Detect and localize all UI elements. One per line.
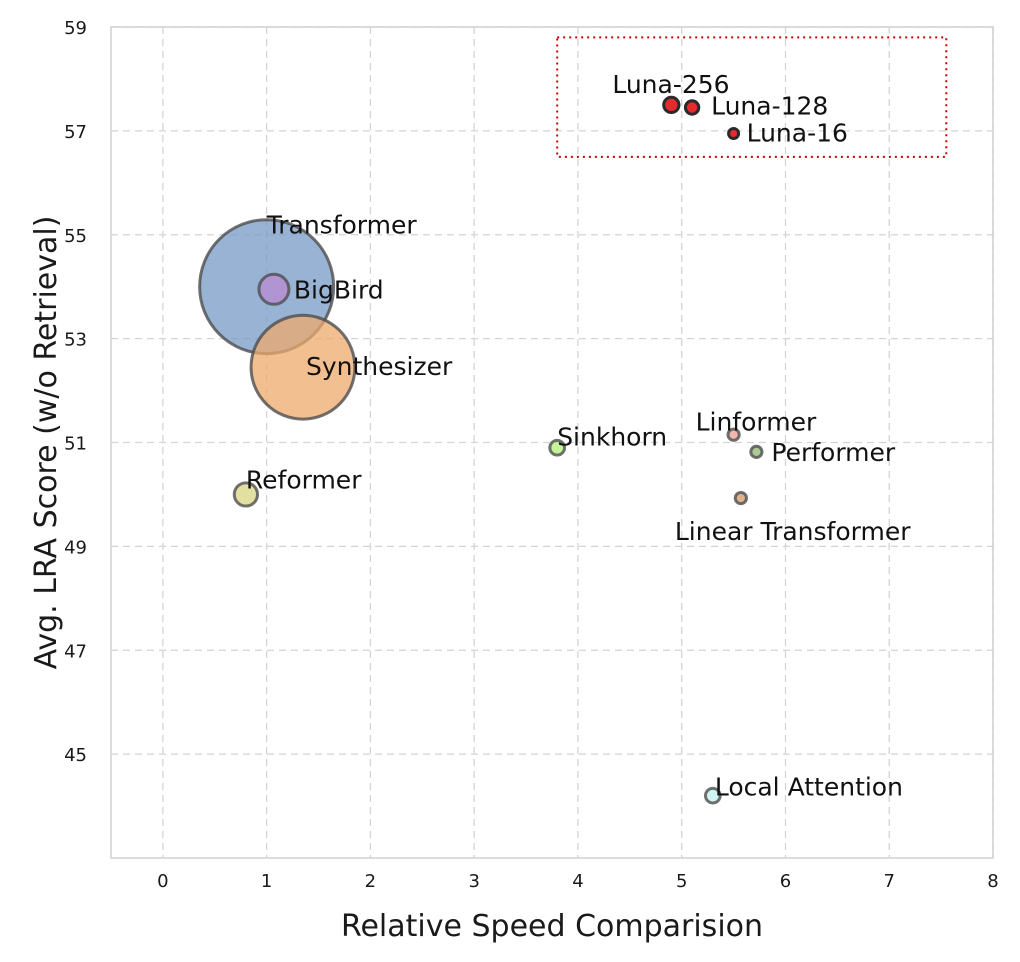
x-tick-label: 2 <box>365 871 376 892</box>
x-axis-title: Relative Speed Comparision <box>341 909 763 944</box>
label-bigbird: BigBird <box>294 275 384 304</box>
x-tick-label: 4 <box>572 871 583 892</box>
point-layer <box>198 95 764 805</box>
y-tick-label: 49 <box>64 537 87 558</box>
label-layer: Transformer BigBird Synthesizer Reformer Sin… <box>246 70 911 802</box>
point-luna-128 <box>683 99 701 116</box>
point-luna-256 <box>662 95 681 115</box>
label-luna-256: Luna-256 <box>612 70 729 99</box>
x-tick-label: 6 <box>780 871 791 892</box>
y-tick-label: 47 <box>64 641 87 662</box>
point-sinkhorn <box>548 438 567 457</box>
label-synthesizer: Synthesizer <box>306 352 453 381</box>
point-luna-16 <box>727 126 741 140</box>
point-bigbird <box>257 272 291 306</box>
label-reformer: Reformer <box>246 465 362 494</box>
x-tick-label: 0 <box>157 871 168 892</box>
x-tick-label: 5 <box>676 871 687 892</box>
label-linear-transformer: Linear Transformer <box>675 517 911 546</box>
x-tick-label: 7 <box>884 871 895 892</box>
y-tick-label: 55 <box>64 226 87 247</box>
label-luna-128: Luna-128 <box>711 92 828 121</box>
x-tick-label: 1 <box>261 871 272 892</box>
point-local-attention <box>703 786 722 805</box>
y-tick-label: 57 <box>64 122 87 143</box>
point-reformer <box>232 481 259 508</box>
x-tick-label: 8 <box>987 871 998 892</box>
label-sinkhorn: Sinkhorn <box>557 423 667 452</box>
plot-frame <box>110 26 994 859</box>
label-transformer: Transformer <box>266 211 418 240</box>
label-local-attention: Local Attention <box>715 773 903 802</box>
point-performer <box>749 444 764 459</box>
point-linear-transformer <box>733 490 748 506</box>
y-tick-label: 45 <box>64 745 87 766</box>
y-tick-label: 53 <box>64 330 87 351</box>
label-performer: Performer <box>771 438 896 467</box>
y-tick-label: 59 <box>64 18 87 39</box>
label-luna-16: Luna-16 <box>747 118 848 147</box>
grid-layer <box>111 26 994 858</box>
y-axis-title: Avg. LRA Score (w/o Retrieval) <box>29 216 64 670</box>
label-linformer: Linformer <box>696 408 817 437</box>
point-synthesizer <box>249 313 357 421</box>
x-tick-label: 3 <box>468 871 479 892</box>
luna-highlight-box <box>556 36 948 158</box>
point-linformer <box>726 427 741 442</box>
y-tick-label: 51 <box>64 434 87 455</box>
